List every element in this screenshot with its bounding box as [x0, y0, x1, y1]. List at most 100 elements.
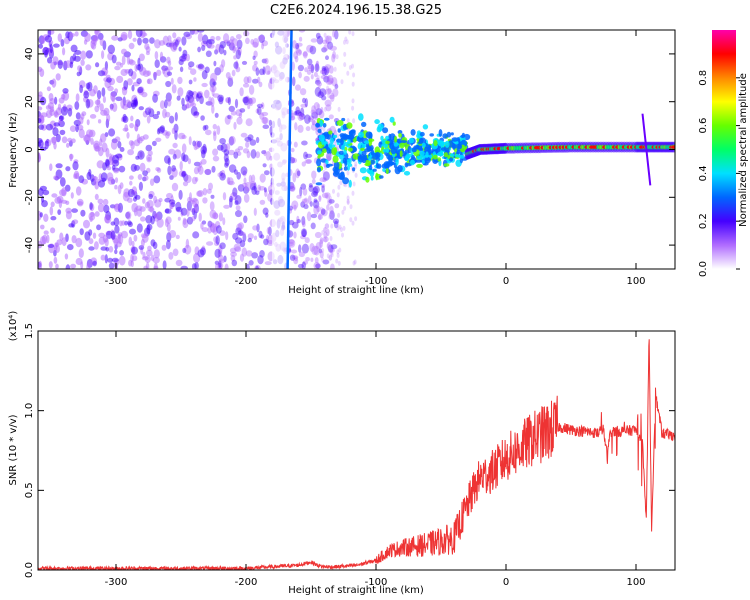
heatmap-cell — [266, 227, 271, 235]
heatmap-cell — [310, 63, 315, 74]
heatmap-cell — [144, 107, 152, 116]
heatmap-cell — [96, 98, 101, 108]
heatmap-cell — [289, 254, 296, 261]
heatmap-cell — [73, 55, 81, 62]
heatmap-cell — [212, 212, 219, 220]
heatmap-cell — [168, 230, 177, 238]
heatmap-cell — [101, 87, 106, 97]
heatmap-cell — [53, 256, 58, 264]
heatmap-cell — [255, 108, 259, 114]
heatmap-cell — [200, 145, 208, 155]
heatmap-cell — [331, 213, 335, 219]
heatmap-cell — [419, 131, 425, 137]
heatmap-cell — [43, 230, 49, 235]
heatmap-cell — [302, 51, 308, 57]
heatmap-cell — [392, 121, 396, 126]
heatmap-cell — [204, 124, 209, 130]
heatmap-cell — [314, 79, 321, 85]
heatmap-cell — [207, 226, 212, 234]
heatmap-cell — [225, 72, 231, 79]
colorbar-tick-label: 0.6 — [698, 118, 709, 134]
heatmap-cell — [370, 176, 374, 181]
heatmap-cell — [100, 172, 108, 182]
heatmap-cell — [210, 223, 216, 233]
heatmap-cell — [305, 257, 310, 262]
heatmap-cell — [78, 175, 85, 184]
heatmap-cell — [292, 255, 299, 260]
heatmap-cell — [328, 130, 333, 135]
heatmap-cell — [159, 125, 165, 133]
snr-panel: -300 -200 -100 0 100 0.0 0.5 1.0 1.5 Height of s… — [8, 311, 676, 596]
heatmap-cell — [331, 77, 338, 87]
heatmap-cell — [288, 186, 296, 191]
heatmap-cell — [142, 37, 149, 44]
heatmap-cell — [358, 113, 364, 121]
heatmap-cell — [306, 44, 314, 53]
heatmap-cell — [335, 82, 338, 88]
heatmap-cell — [320, 69, 325, 75]
heatmap-streak — [286, 30, 293, 269]
heatmap-cell — [149, 37, 155, 44]
heatmap-cell — [302, 188, 308, 196]
snr-xtick-label: 100 — [626, 577, 645, 588]
heatmap-cell — [242, 233, 247, 242]
heatmap-cell — [301, 140, 308, 146]
heatmap-cell — [397, 165, 403, 173]
heatmap-cell — [310, 109, 316, 115]
heatmap-cell — [228, 42, 235, 51]
heatmap-cell — [157, 126, 165, 134]
heatmap-cell — [329, 78, 334, 84]
heatmap-cell — [424, 146, 431, 153]
heatmap-cell — [128, 58, 134, 65]
heatmap-cell — [329, 247, 335, 253]
heatmap-cell — [245, 141, 250, 148]
heatmap-cell — [106, 113, 111, 123]
heatmap-cell — [261, 40, 269, 47]
heatmap-cell — [80, 50, 87, 60]
heatmap-cell — [261, 58, 267, 64]
heatmap-cell — [111, 257, 120, 263]
spectrogram-xtick-label: -100 — [365, 276, 388, 287]
heatmap-cell — [59, 129, 66, 136]
heatmap-cell — [173, 123, 179, 133]
heatmap-cell — [301, 216, 306, 226]
heatmap-cell — [321, 65, 327, 72]
heatmap-cell — [200, 158, 207, 165]
heatmap-cell — [233, 121, 237, 130]
heatmap-cell — [136, 133, 141, 143]
heatmap-cell — [296, 42, 303, 47]
heatmap-cell — [336, 225, 340, 231]
heatmap-cell — [161, 244, 167, 251]
heatmap-cell — [213, 60, 217, 67]
heatmap-cell — [321, 95, 327, 101]
heatmap-cell — [343, 39, 346, 45]
heatmap-cell — [309, 243, 315, 252]
heatmap-cell — [102, 198, 109, 206]
heatmap-cell — [221, 59, 226, 68]
heatmap-cell — [395, 157, 399, 166]
heatmap-cell — [365, 176, 370, 183]
heatmap-cell — [126, 78, 133, 86]
heatmap-cell — [80, 209, 86, 217]
heatmap-cell — [249, 97, 257, 104]
spectrogram-ytick-label: 20 — [24, 95, 35, 108]
heatmap-cell — [311, 245, 319, 255]
heatmap-cell — [305, 153, 313, 158]
heatmap-cell — [195, 64, 202, 69]
heatmap-cell — [218, 244, 223, 255]
heatmap-cell — [337, 106, 341, 112]
heatmap-cell — [230, 111, 237, 116]
colorbar-tick-label: 0.2 — [698, 213, 709, 229]
heatmap-cell — [124, 99, 132, 108]
heatmap-cell — [248, 84, 255, 95]
heatmap-cell — [185, 33, 192, 40]
heatmap-cell — [321, 185, 325, 193]
heatmap-cell — [315, 242, 322, 250]
heatmap-cell — [140, 238, 145, 247]
heatmap-cell — [149, 178, 155, 186]
figure-title: C2E6.2024.196.15.38.G25 — [270, 3, 442, 18]
heatmap-cell — [352, 167, 356, 172]
colorbar: 0.0 0.2 0.4 0.6 0.8 Normalized spectral ampl… — [698, 30, 749, 277]
heatmap-cell — [235, 34, 242, 40]
heatmap-cell — [351, 105, 355, 111]
